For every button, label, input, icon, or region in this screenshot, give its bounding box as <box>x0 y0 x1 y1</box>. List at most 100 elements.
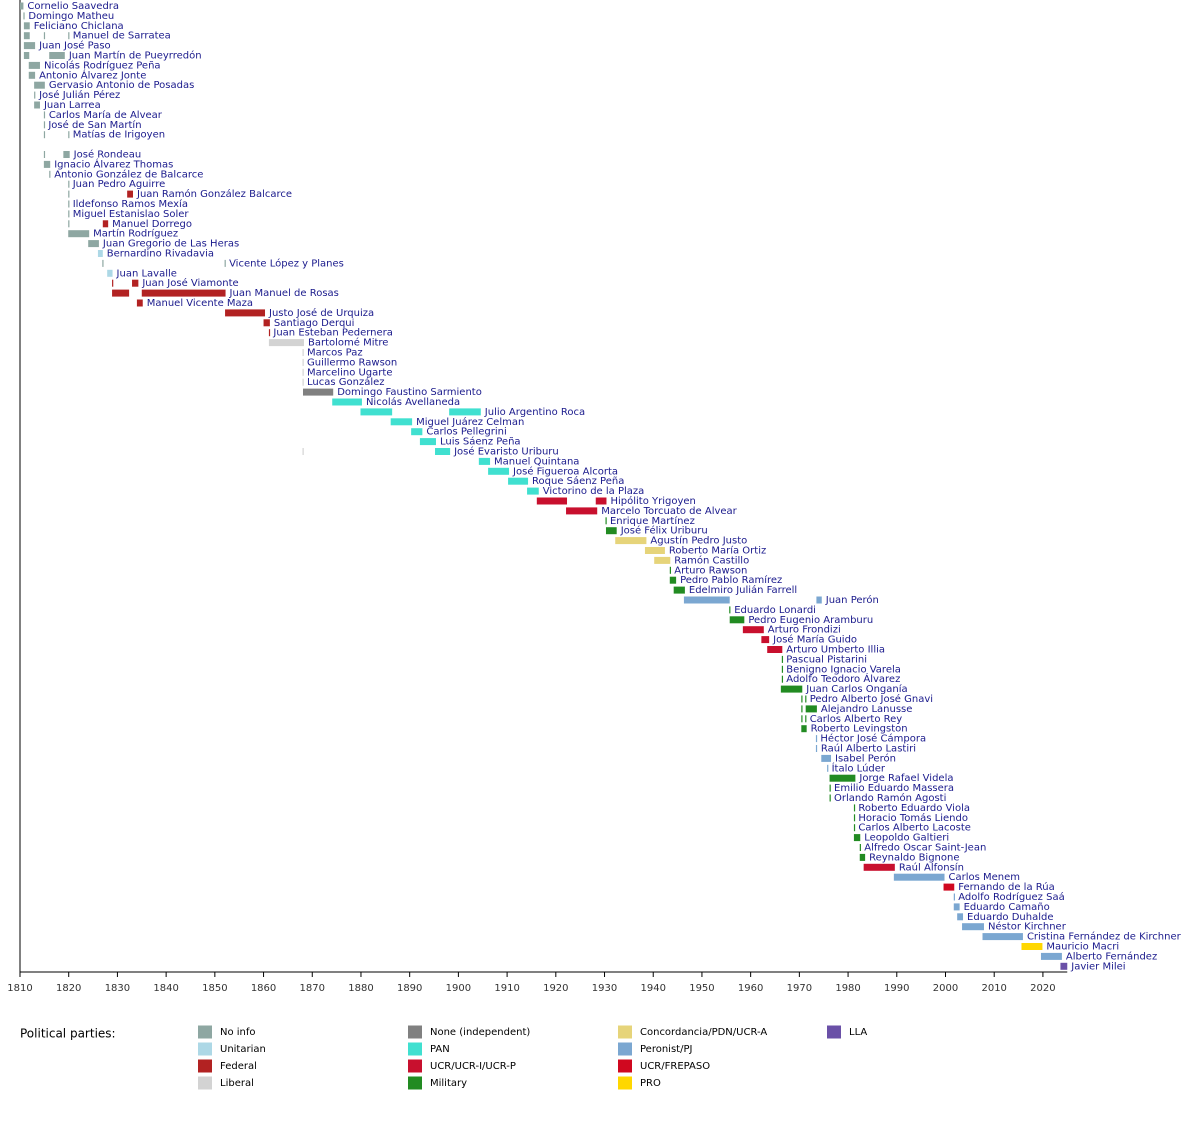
tenure-bar <box>805 715 807 723</box>
tenure-bar <box>853 804 856 812</box>
row-label: Eduardo Duhalde <box>967 912 1054 923</box>
tenure-bar <box>729 606 731 614</box>
tenure-bar <box>801 725 807 733</box>
tenure-bar <box>23 32 30 40</box>
row-label: Raúl Alfonsín <box>899 861 964 873</box>
row-label: Juan Pedro Aguirre <box>72 179 166 190</box>
x-tick-label: 1870 <box>300 983 325 994</box>
row-label: Santiago Derqui <box>274 318 355 329</box>
tenure-bar <box>43 32 46 40</box>
tenure-bar <box>68 230 90 238</box>
tenure-bar <box>102 220 109 228</box>
tenure-bar <box>268 329 271 337</box>
tenure-bar <box>962 923 984 931</box>
row-label: Pascual Pistarini <box>786 654 867 665</box>
tenure-bar <box>1021 943 1043 950</box>
legend-label: Military <box>430 1078 467 1089</box>
row-label: Juan Esteban Pedernera <box>272 328 393 339</box>
legend-label: PRO <box>640 1078 661 1089</box>
tenure-bar <box>127 190 134 198</box>
row-label: Alfredo Oscar Saint-Jean <box>864 843 986 854</box>
tenure-bar <box>957 913 964 921</box>
tenure-bar <box>943 883 955 891</box>
row-label: Ítalo Lúder <box>832 761 886 774</box>
tenure-bar <box>801 695 803 703</box>
row-label: Roque Sáenz Peña <box>532 475 624 487</box>
legend-swatch <box>408 1042 422 1056</box>
tenure-bar <box>683 596 730 604</box>
row-label: Vicente López y Planes <box>229 257 344 269</box>
tenure-bar <box>853 824 856 832</box>
tenure-bar <box>827 764 829 772</box>
row-label: Marcelo Torcuato de Alvear <box>601 506 737 517</box>
tenure-bar <box>893 873 945 881</box>
row-label: Javier Milei <box>1070 961 1125 972</box>
tenure-bar <box>654 556 671 564</box>
row-label: Edelmiro Julián Farrell <box>689 584 797 596</box>
row-label: José Julián Pérez <box>38 89 120 101</box>
row-label: José Figueroa Alcorta <box>512 465 618 477</box>
row-label: José Rondeau <box>73 149 142 161</box>
x-tick-label: 2000 <box>933 983 958 994</box>
tenure-bar <box>781 665 784 673</box>
row-label: Luis Sáenz Peña <box>440 436 521 448</box>
legend-label: UCR/UCR-I/UCR-P <box>430 1061 516 1072</box>
tenure-bar <box>435 448 451 455</box>
tenure-bar <box>43 151 46 158</box>
row-label: Leopoldo Galtieri <box>864 833 949 844</box>
tenure-bar <box>853 814 856 822</box>
x-tick-label: 1940 <box>641 983 666 994</box>
row-label: Emilio Eduardo Massera <box>834 783 954 794</box>
tenure-bar <box>224 259 226 267</box>
tenure-bar <box>68 131 70 139</box>
tenure-bar <box>88 240 99 248</box>
x-tick-label: 1910 <box>494 983 519 994</box>
tenure-bar <box>1060 962 1068 970</box>
tenure-bar <box>68 190 70 198</box>
x-tick-label: 1880 <box>348 983 373 994</box>
tenure-bar <box>781 675 784 683</box>
row-label: Hipólito Yrigoyen <box>610 495 695 507</box>
row-label: Antonio González de Balcarce <box>54 168 203 180</box>
x-tick-label: 2020 <box>1030 983 1055 994</box>
legend-label: LLA <box>849 1027 867 1038</box>
tenure-bar <box>43 121 46 129</box>
tenure-bar <box>34 91 36 99</box>
row-label: Juan José Paso <box>38 40 111 52</box>
row-label: Manuel Vicente Maza <box>147 298 253 309</box>
x-tick-label: 1980 <box>835 983 860 994</box>
x-tick-label: 1930 <box>592 983 617 994</box>
tenure-bar <box>23 22 30 30</box>
tenure-bar <box>953 893 955 901</box>
row-label: Isabel Perón <box>835 752 896 764</box>
row-label: Roberto María Ortiz <box>669 545 766 557</box>
row-label: Juan Carlos Onganía <box>805 683 907 695</box>
row-label: Eduardo Camaño <box>964 902 1050 913</box>
row-label: Arturo Frondizi <box>768 625 841 636</box>
tenure-bar <box>508 477 529 485</box>
row-label: Miguel Estanislao Soler <box>73 209 190 220</box>
legend-swatch <box>618 1042 632 1056</box>
tenure-bar <box>829 784 831 792</box>
tenure-bar <box>767 646 783 653</box>
row-label: Néstor Kirchner <box>988 921 1067 933</box>
row-label: Ildefonso Ramos Mexía <box>73 198 188 210</box>
tenure-bar <box>112 279 114 287</box>
tenure-bar <box>302 368 304 376</box>
x-tick-label: 1960 <box>738 983 763 994</box>
row-label: Bartolomé Mitre <box>308 337 388 349</box>
row-label: Guillermo Rawson <box>307 357 397 368</box>
legend-swatch <box>618 1076 632 1090</box>
row-label: Miguel Juárez Celman <box>416 416 524 428</box>
legend-swatch <box>408 1059 422 1073</box>
row-label: Carlos Pellegrini <box>426 427 506 438</box>
tenure-bar <box>644 547 665 554</box>
legend-swatch <box>827 1025 841 1039</box>
legend-label: Unitarian <box>220 1044 266 1055</box>
row-label: Eduardo Lonardi <box>734 605 816 616</box>
row-label: Manuel Quintana <box>494 456 579 467</box>
legend-label: Peronist/PJ <box>640 1044 692 1055</box>
tenure-bar <box>332 398 362 406</box>
row-label: Juan Perón <box>825 594 879 606</box>
